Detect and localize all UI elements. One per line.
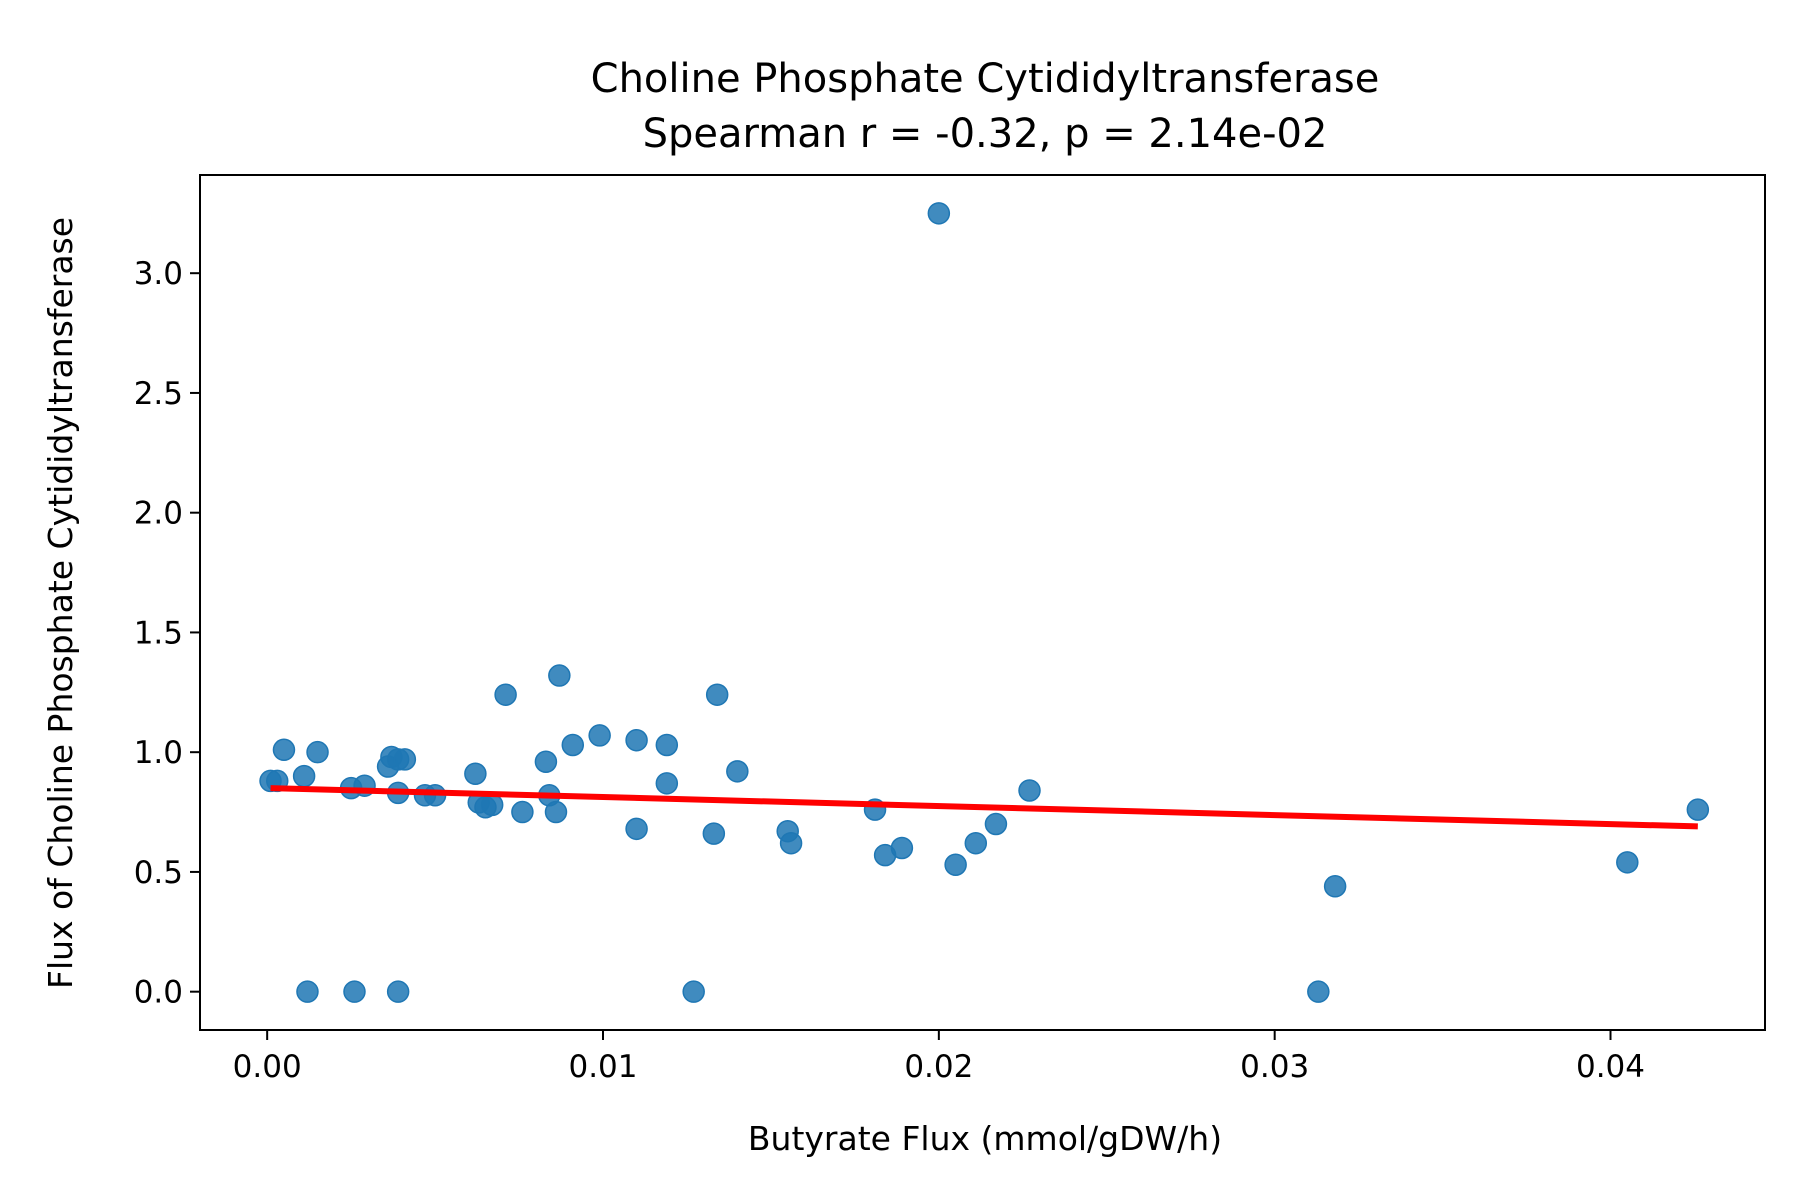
data-point xyxy=(296,980,319,1003)
data-point xyxy=(306,740,329,764)
data-point xyxy=(984,812,1008,836)
y-axis-label: Flux of Choline Phosphate Cytididyltrans… xyxy=(41,217,80,989)
y-tick-label: 0.0 xyxy=(134,975,183,1011)
data-point xyxy=(464,762,487,785)
y-tick-label: 2.5 xyxy=(134,376,183,412)
data-point xyxy=(534,750,558,774)
data-point xyxy=(655,733,679,757)
data-point xyxy=(1307,980,1330,1003)
data-point xyxy=(272,738,296,762)
data-point xyxy=(494,683,517,706)
y-tick-label: 1.0 xyxy=(134,735,183,771)
data-point xyxy=(588,724,611,747)
x-tick-label: 0.02 xyxy=(904,1049,973,1085)
data-point xyxy=(655,772,679,795)
data-point xyxy=(511,800,534,824)
chart-title: Choline Phosphate Cytididyltransferase xyxy=(591,56,1380,102)
data-point xyxy=(625,817,648,841)
data-point xyxy=(1616,851,1639,874)
data-point xyxy=(890,836,914,860)
plot-frame xyxy=(199,174,1766,1031)
data-point xyxy=(779,831,803,855)
y-tick-label: 3.0 xyxy=(134,256,183,292)
data-point xyxy=(548,664,571,687)
x-tick-label: 0.04 xyxy=(1576,1049,1645,1085)
data-point xyxy=(480,793,504,817)
x-tick-label: 0.03 xyxy=(1240,1049,1309,1085)
data-point xyxy=(561,733,585,757)
data-point xyxy=(292,764,316,788)
data-point xyxy=(944,853,967,876)
data-point xyxy=(1018,779,1041,802)
x-axis-label: Butyrate Flux (mmol/gDW/h) xyxy=(748,1119,1222,1158)
data-point xyxy=(726,760,749,783)
y-tick-label: 2.0 xyxy=(134,496,183,532)
data-point xyxy=(705,683,729,706)
data-point xyxy=(544,800,568,824)
x-tick-label: 0.00 xyxy=(233,1049,302,1085)
data-point xyxy=(1323,875,1347,898)
data-point xyxy=(343,980,366,1003)
chart-subtitle: Spearman r = -0.32, p = 2.14e-02 xyxy=(643,111,1328,157)
y-tick-label: 1.5 xyxy=(134,615,183,651)
data-point xyxy=(964,831,988,855)
regression-line xyxy=(270,785,1698,830)
data-point xyxy=(1686,798,1710,821)
data-point xyxy=(625,728,648,752)
data-point xyxy=(927,202,951,225)
y-tick-label: 0.5 xyxy=(134,855,183,891)
x-tick-label: 0.01 xyxy=(568,1049,637,1085)
data-point xyxy=(702,822,726,845)
plot-area: 0.00 0.01 0.02 0.03 0.04 0.0 0.5 1.0 1.5 2.0 2.5 3.… xyxy=(134,174,1766,1085)
data-point xyxy=(386,980,410,1003)
data-point xyxy=(393,748,417,771)
data-point xyxy=(682,980,705,1003)
